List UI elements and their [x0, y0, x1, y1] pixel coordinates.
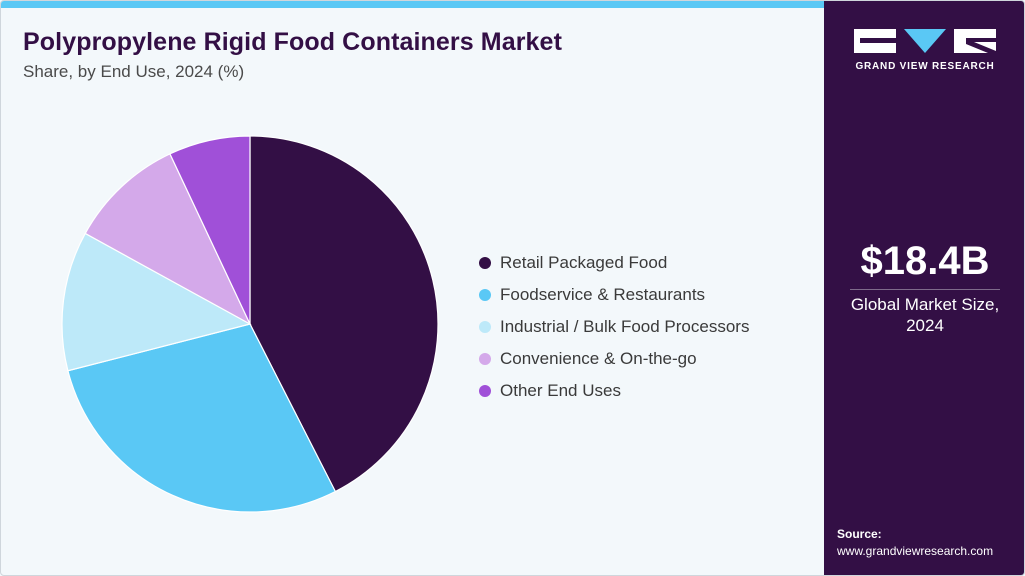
legend-label: Other End Uses [500, 381, 621, 400]
pie-slice-retail-packaged-food [249, 135, 439, 493]
legend-label: Industrial / Bulk Food Processors [500, 317, 750, 336]
market-size-label: Global Market Size, 2024 [834, 294, 1016, 336]
source-link[interactable]: www.grandviewresearch.com [837, 544, 994, 558]
legend-label: Retail Packaged Food [500, 253, 668, 272]
accent-bar [1, 1, 824, 8]
source-label: Source: [837, 527, 882, 541]
pie-slice-industrial-bulk-food-processors [61, 232, 252, 372]
logo-text: GRAND VIEW RESEARCH [855, 61, 995, 72]
legend-swatch [479, 321, 491, 333]
chart-title: Polypropylene Rigid Food Containers Mark… [23, 28, 562, 56]
chart-legend: Retail Packaged Food Foodservice & Restau… [479, 247, 749, 407]
legend-item: Industrial / Bulk Food Processors [479, 311, 749, 343]
legend-swatch [479, 353, 491, 365]
legend-item: Other End Uses [479, 375, 749, 407]
legend-label: Foodservice & Restaurants [500, 285, 706, 304]
pie-slice-other-end-uses [169, 135, 251, 325]
legend-swatch [479, 257, 491, 269]
legend-label: Convenience & On-the-go [500, 349, 697, 368]
pie-slice-convenience-on-the-go [84, 153, 252, 326]
market-size-label-line1: Global Market Size, [850, 295, 1000, 314]
grand-view-research-logo-icon [854, 29, 996, 53]
legend-item: Retail Packaged Food [479, 247, 749, 279]
brand-logo: GRAND VIEW RESEARCH [854, 29, 996, 72]
side-panel: GRAND VIEW RESEARCH $18.4B Global Market… [824, 1, 1024, 575]
pie-chart [61, 135, 439, 513]
market-size-label-line2: 2024 [906, 316, 944, 335]
market-size-value: $18.4B [860, 239, 990, 283]
legend-swatch [479, 289, 491, 301]
chart-subtitle: Share, by End Use, 2024 (%) [23, 62, 245, 81]
legend-swatch [479, 385, 491, 397]
legend-item: Convenience & On-the-go [479, 343, 749, 375]
legend-item: Foodservice & Restaurants [479, 279, 749, 311]
divider [850, 289, 1000, 290]
pie-slice-foodservice-restaurants [67, 323, 337, 513]
